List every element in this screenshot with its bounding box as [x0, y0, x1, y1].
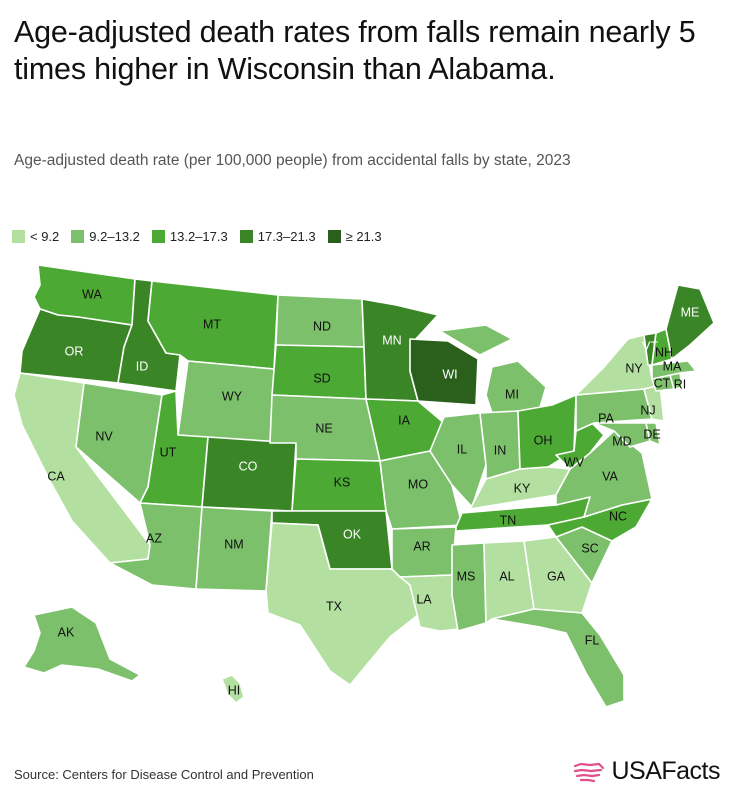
state-label-ms: MS [457, 569, 476, 583]
state-label-nm: NM [224, 537, 243, 551]
state-label-ri: RI [674, 377, 687, 391]
state-me [665, 284, 715, 360]
state-label-ok: OK [343, 527, 362, 541]
state-label-nh: NH [655, 345, 673, 359]
state-label-id: ID [136, 359, 149, 373]
state-label-ct: CT [654, 376, 671, 390]
state-label-nj: NJ [640, 403, 655, 417]
state-label-sd: SD [313, 371, 330, 385]
legend-label-bin-1: 9.2–13.2 [89, 229, 140, 244]
state-ma [651, 360, 697, 380]
legend-item-bin-1: 9.2–13.2 [71, 229, 140, 244]
state-label-de: DE [643, 427, 660, 441]
state-wi [409, 338, 479, 406]
legend-label-bin-4: ≥ 21.3 [345, 229, 382, 244]
state-ms [451, 542, 487, 632]
state-ak [23, 606, 141, 682]
legend: < 9.2 9.2–13.2 13.2–17.3 17.3–21.3 ≥ 21.… [12, 229, 382, 244]
legend-item-bin-3: 17.3–21.3 [239, 229, 316, 244]
state-wv [555, 422, 605, 470]
state-label-vt: VT [642, 339, 658, 353]
state-label-ak: AK [58, 625, 75, 639]
state-label-fl: FL [585, 633, 600, 647]
us-choropleth-map: WA OR CA ID NV MT WY UT AZ CO NM ND SD NE KS OK TX MN IA MO… [13, 264, 715, 708]
state-label-wa: WA [82, 287, 102, 301]
legend-swatch-bin-2 [151, 230, 165, 243]
brand-name: USAFacts [611, 757, 720, 785]
state-label-or: OR [65, 344, 84, 358]
state-label-tn: TN [500, 513, 517, 527]
state-label-mn: MN [382, 333, 401, 347]
legend-swatch-bin-4 [327, 230, 341, 243]
state-label-me: ME [681, 305, 700, 319]
state-label-ny: NY [625, 361, 643, 375]
legend-item-bin-2: 13.2–17.3 [151, 229, 228, 244]
state-label-mo: MO [408, 477, 428, 491]
state-label-ca: CA [47, 469, 65, 483]
chart-subtitle: Age-adjusted death rate (per 100,000 peo… [14, 152, 571, 169]
state-label-al: AL [499, 569, 514, 583]
state-va [555, 430, 653, 518]
state-label-pa: PA [598, 411, 614, 425]
legend-swatch-bin-1 [71, 230, 85, 243]
state-label-ky: KY [514, 481, 531, 495]
state-label-mt: MT [203, 317, 221, 331]
state-label-ga: GA [547, 569, 566, 583]
state-label-wv: WV [564, 455, 585, 469]
state-label-tx: TX [326, 599, 343, 613]
brand-logo: USAFacts [572, 757, 720, 786]
state-labels: WA OR CA ID NV MT WY UT AZ CO NM ND SD NE KS OK TX MN IA MO… [47, 287, 699, 697]
state-label-az: AZ [146, 531, 162, 545]
state-label-oh: OH [534, 433, 553, 447]
state-label-la: LA [416, 592, 432, 606]
state-label-ma: MA [663, 359, 682, 373]
state-label-ne: NE [315, 421, 332, 435]
legend-label-bin-3: 17.3–21.3 [257, 229, 316, 244]
state-label-ut: UT [160, 445, 177, 459]
state-label-md: MD [612, 434, 631, 448]
state-label-ks: KS [334, 475, 351, 489]
state-hi [221, 674, 245, 704]
state-label-in: IN [494, 443, 507, 457]
state-label-sc: SC [581, 541, 598, 555]
chart-title: Age-adjusted death rates from falls rema… [14, 15, 696, 86]
state-label-il: IL [457, 442, 467, 456]
state-label-nv: NV [95, 429, 113, 443]
state-fl [491, 608, 625, 708]
state-label-ia: IA [398, 413, 410, 427]
state-ga [523, 536, 593, 614]
state-label-wi: WI [442, 367, 457, 381]
state-label-nc: NC [609, 509, 627, 523]
source-note: Source: Centers for Disease Control and … [14, 767, 314, 782]
state-label-wy: WY [222, 389, 243, 403]
state-co [201, 436, 297, 512]
state-shapes [13, 264, 715, 708]
state-de [645, 422, 661, 446]
state-label-va: VA [602, 469, 618, 483]
state-label-nd: ND [313, 319, 331, 333]
legend-label-bin-0: < 9.2 [30, 229, 60, 244]
state-label-ar: AR [413, 539, 430, 553]
legend-swatch-bin-0 [12, 230, 25, 243]
state-label-hi: HI [228, 683, 241, 697]
legend-swatch-bin-3 [239, 230, 253, 243]
state-label-mi: MI [505, 387, 519, 401]
state-label-co: CO [239, 459, 258, 473]
legend-item-bin-4: ≥ 21.3 [327, 229, 382, 244]
legend-item-bin-0: < 9.2 [12, 229, 59, 244]
state-md [593, 422, 651, 448]
legend-label-bin-2: 13.2–17.3 [169, 229, 228, 244]
usa-flag-map-icon [574, 762, 605, 782]
